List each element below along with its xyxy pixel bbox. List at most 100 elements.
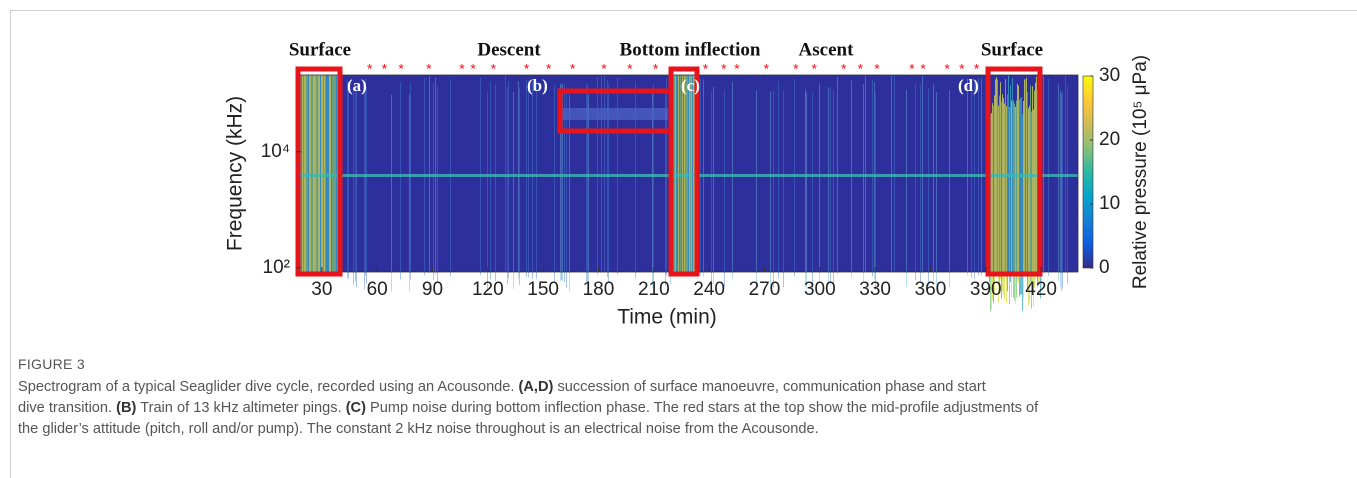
- texture: [700, 78, 701, 276]
- texture: [863, 84, 864, 282]
- adjustment-star: *: [812, 61, 818, 77]
- texture: [317, 75, 318, 272]
- texture: [303, 75, 304, 272]
- x-tick-label: 300: [804, 279, 836, 300]
- texture: [601, 75, 602, 273]
- texture: [675, 75, 676, 272]
- texture: [773, 90, 774, 288]
- texture: [653, 84, 654, 282]
- texture: [347, 80, 348, 278]
- texture: [1010, 84, 1011, 282]
- texture: [756, 90, 757, 288]
- texture: [687, 75, 688, 272]
- texture: [332, 75, 333, 272]
- texture: [366, 87, 367, 285]
- texture: [1033, 109, 1034, 307]
- texture: [329, 75, 330, 272]
- texture: [330, 75, 331, 272]
- x-tick-label: 180: [583, 279, 615, 300]
- texture: [703, 79, 704, 277]
- texture: [355, 84, 356, 282]
- texture: [1027, 91, 1028, 289]
- texture: [307, 75, 308, 272]
- texture: [564, 84, 565, 282]
- texture: [560, 84, 561, 282]
- caption-line: the glider’s attitude (pitch, roll and/o…: [18, 419, 1038, 440]
- texture: [1024, 79, 1025, 277]
- texture: [681, 75, 682, 272]
- texture: [1005, 79, 1006, 277]
- texture: [328, 75, 329, 272]
- texture: [554, 84, 555, 282]
- texture: [607, 80, 608, 278]
- texture: [1007, 94, 1008, 292]
- texture: [331, 75, 332, 272]
- texture: [928, 88, 929, 286]
- texture: [1017, 83, 1018, 281]
- texture: [309, 75, 310, 272]
- texture: [679, 75, 680, 272]
- adjustment-star: *: [764, 61, 770, 77]
- texture: [318, 75, 319, 272]
- texture: [652, 90, 653, 288]
- texture: [994, 95, 995, 293]
- texture: [812, 92, 813, 290]
- texture: [586, 83, 587, 281]
- adjustment-star: *: [909, 61, 915, 77]
- texture: [1015, 106, 1016, 304]
- texture: [1048, 79, 1049, 277]
- texture: [324, 75, 325, 272]
- x-tick-label: 330: [859, 279, 891, 300]
- texture: [301, 75, 302, 272]
- texture: [364, 92, 365, 290]
- adjustment-star: *: [974, 61, 980, 77]
- texture: [319, 75, 320, 272]
- texture: [770, 91, 771, 289]
- x-tick-label: 390: [970, 279, 1002, 300]
- highlight-box: [668, 66, 700, 277]
- texture: [604, 75, 605, 273]
- texture: [693, 75, 694, 272]
- adjustment-star: *: [546, 61, 552, 77]
- x-tick-label: 420: [1025, 279, 1057, 300]
- texture: [1025, 79, 1026, 277]
- texture: [732, 81, 733, 279]
- texture: [936, 92, 937, 290]
- texture: [1029, 105, 1030, 303]
- texture: [1000, 82, 1001, 280]
- texture: [1020, 97, 1021, 295]
- texture: [1030, 85, 1031, 283]
- texture: [1019, 99, 1020, 297]
- adjustment-star: *: [734, 61, 740, 77]
- colorbar-label: Relative pressure (10⁵ μPa): [1130, 55, 1151, 289]
- texture: [508, 81, 509, 279]
- texture: [1060, 90, 1061, 288]
- texture: [391, 94, 392, 292]
- texture: [1021, 97, 1022, 295]
- texture: [680, 75, 681, 272]
- phase-label: Bottom inflection: [620, 39, 761, 60]
- texture: [724, 89, 725, 287]
- texture: [783, 90, 784, 288]
- texture: [302, 75, 303, 272]
- colorbar-tick-label: 30: [1099, 65, 1120, 86]
- texture: [992, 103, 993, 301]
- texture: [691, 75, 692, 272]
- adjustment-star: *: [367, 61, 373, 77]
- caption-text: Spectrogram of a typical Seaglider dive …: [18, 379, 519, 395]
- texture: [665, 88, 666, 286]
- texture: [588, 94, 589, 292]
- texture: [1013, 100, 1014, 298]
- texture: [437, 85, 438, 283]
- texture: [1006, 105, 1007, 303]
- colorbar: [1082, 75, 1094, 269]
- caption-text: succession of surface manoeuvre, communi…: [553, 379, 986, 395]
- highlight-label: (a): [347, 76, 367, 95]
- texture: [450, 79, 451, 277]
- texture: [536, 81, 537, 279]
- texture: [313, 75, 314, 272]
- texture: [683, 75, 684, 272]
- texture: [433, 83, 434, 281]
- texture: [335, 75, 336, 272]
- texture: [353, 87, 354, 285]
